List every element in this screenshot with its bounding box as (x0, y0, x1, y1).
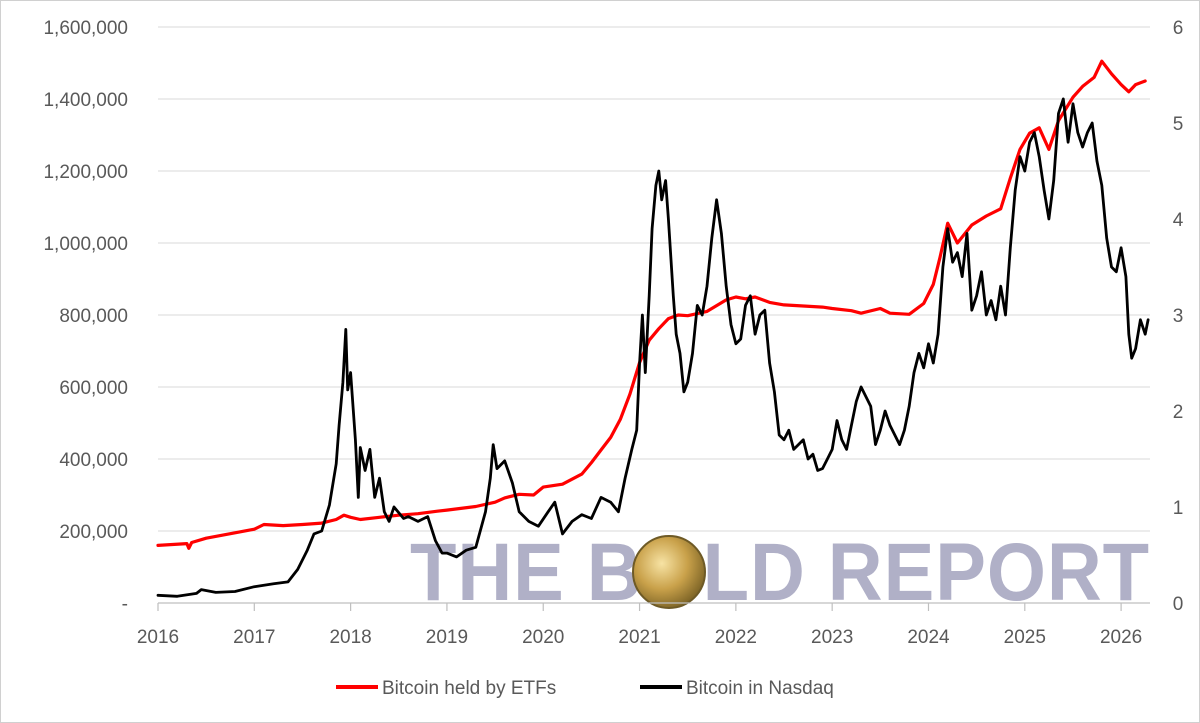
bitcoin-coin-logo (632, 535, 706, 609)
y-left-tick-label: - (122, 594, 128, 615)
legend: Bitcoin held by ETFs Bitcoin in Nasdaq (336, 678, 834, 699)
x-tick-label: 2018 (329, 627, 371, 648)
legend-label: Bitcoin in Nasdaq (686, 678, 834, 699)
y-right-tick-label: 0 (1173, 594, 1184, 615)
gridlines (158, 26, 1150, 532)
y-left-tick-label: 1,400,000 (43, 90, 128, 111)
x-tick-label: 2026 (1100, 627, 1142, 648)
y-right-tick-label: 3 (1173, 306, 1184, 327)
x-tick-label: 2017 (233, 627, 275, 648)
x-tick-label: 2025 (1004, 627, 1046, 648)
watermark: THE BOLD REPORT (410, 527, 1150, 618)
y-left-tick-label: 400,000 (59, 450, 128, 471)
x-tick-label: 2019 (426, 627, 468, 648)
y-right-tick-label: 1 (1173, 498, 1184, 519)
x-tick-label: 2021 (618, 627, 660, 648)
x-tick-label: 2023 (811, 627, 853, 648)
y-left-tick-label: 600,000 (59, 378, 128, 399)
series-line-bitcoin-held-by-etfs (156, 59, 1147, 550)
y-right-tick-label: 2 (1173, 402, 1184, 423)
y-left-tick-label: 200,000 (59, 522, 128, 543)
y-right-tick-label: 6 (1173, 18, 1184, 39)
series-line-bitcoin-in-nasdaq (156, 97, 1150, 598)
x-tick-label: 2020 (522, 627, 564, 648)
y-left-tick-label: 800,000 (59, 306, 128, 327)
x-tick-label: 2016 (137, 627, 179, 648)
x-tick-label: 2022 (715, 627, 757, 648)
y-left-tick-label: 1,200,000 (43, 162, 128, 183)
y-left-tick-label: 1,000,000 (43, 234, 128, 255)
y-right-tick-label: 4 (1173, 210, 1184, 231)
y-left-tick-label: 1,600,000 (43, 18, 128, 39)
axes: - 200,000 400,000 600,000 800,000 1,000,000 1,… (43, 18, 1183, 648)
series-layer (156, 59, 1150, 598)
y-right-tick-label: 5 (1173, 114, 1184, 135)
legend-label: Bitcoin held by ETFs (382, 678, 556, 699)
x-tick-label: 2024 (907, 627, 950, 648)
watermark-text: THE BOLD REPORT (410, 527, 1150, 618)
